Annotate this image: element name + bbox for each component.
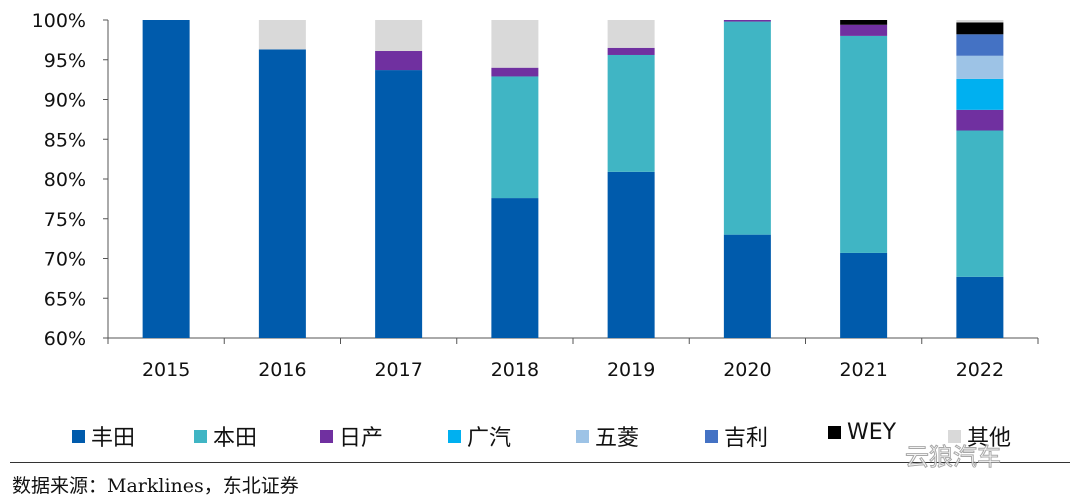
bar-segment-2015-丰田 [142,20,190,338]
divider [10,462,1070,463]
source-note: 数据来源：Marklines，东北证券 [12,475,299,497]
legend-swatch [320,429,333,443]
y-tick-label: 95% [44,50,86,72]
legend-swatch [576,429,589,443]
x-tick-label: 2016 [258,359,306,381]
y-tick-label: 85% [44,129,86,151]
bar-segment-2022-本田 [956,130,1004,277]
legend-label: 其他 [967,426,1012,451]
bar-segment-2018-其他 [491,20,539,68]
x-tick-label: 2019 [607,359,655,381]
x-tick-label: 2018 [491,359,539,381]
bar-segment-2017-日产 [375,51,423,71]
legend-label: 吉利 [724,426,769,451]
legend-swatch [948,429,961,443]
y-tick-label: 65% [44,288,86,310]
bar-segment-2021-WEY [840,20,888,25]
legend-item: WEY [828,420,896,445]
y-tick-label: 75% [44,209,86,231]
legend-label: 丰田 [91,426,136,451]
x-tick-label: 2020 [723,359,771,381]
legend-swatch [828,426,841,439]
y-tick-label: 60% [44,328,86,350]
legend-item: 日产 [320,420,383,452]
x-tick-label: 2017 [374,359,422,381]
x-tick-label: 2021 [839,359,887,381]
bar-segment-2020-日产 [723,20,771,22]
bar-segment-2021-日产 [840,24,888,36]
bar-segment-2018-本田 [491,76,539,199]
bar-segment-2022-广汽 [956,78,1004,110]
legend-label: WEY [847,420,897,445]
legend-item: 广汽 [448,420,511,452]
legend-label: 广汽 [467,426,512,451]
legend-label: 本田 [213,426,258,451]
bar-segment-2022-日产 [956,109,1004,131]
x-tick-label: 2022 [956,359,1004,381]
legend-swatch [448,429,461,443]
bar-segment-2020-丰田 [723,234,771,338]
bar-segment-2019-丰田 [607,171,655,338]
bar-segment-2016-丰田 [258,49,306,338]
bar-segment-2022-其他 [956,20,1004,23]
legend-label: 五菱 [595,426,640,451]
bar-segment-2019-本田 [607,54,655,172]
bar-segment-2021-本田 [840,35,888,253]
bar-segment-2019-日产 [607,47,655,55]
legend-item: 五菱 [576,420,639,452]
bar-segment-2020-本田 [723,21,771,235]
y-tick-label: 80% [44,169,86,191]
bar-segment-2017-丰田 [375,70,423,339]
legend-item: 其他 [948,420,1011,452]
bar-segment-2018-丰田 [491,198,539,338]
bar-segment-2022-五菱 [956,55,1004,79]
legend: 丰田 本田 日产 广汽 五菱 吉利 WEY 其他 [0,420,1080,451]
bar-segment-2022-WEY [956,22,1004,35]
bar-segment-2021-丰田 [840,252,888,338]
bar-segment-2017-其他 [375,20,423,52]
bar-segment-2022-吉利 [956,34,1004,56]
stacked-bar-chart: 60% 65% 70% 75% 80% 85% 90% 95% 100% 2015 2016 2017… [32,10,1039,381]
y-tick-label: 90% [44,90,86,112]
bar-segment-2022-丰田 [956,276,1004,338]
watermark: 云狼汽车 [905,443,1002,472]
legend-item: 本田 [194,420,257,452]
legend-item: 丰田 [72,420,135,452]
legend-item: 吉利 [705,420,768,452]
y-tick-label: 70% [44,249,86,271]
bar-segment-2018-日产 [491,67,539,77]
legend-swatch [72,429,85,443]
bar-segment-2019-其他 [607,20,655,48]
bar-segment-2016-其他 [258,20,306,50]
legend-swatch [194,429,207,443]
legend-swatch [705,429,718,443]
y-tick-label: 100% [32,10,86,32]
legend-label: 日产 [339,426,384,451]
x-tick-label: 2015 [142,359,190,381]
